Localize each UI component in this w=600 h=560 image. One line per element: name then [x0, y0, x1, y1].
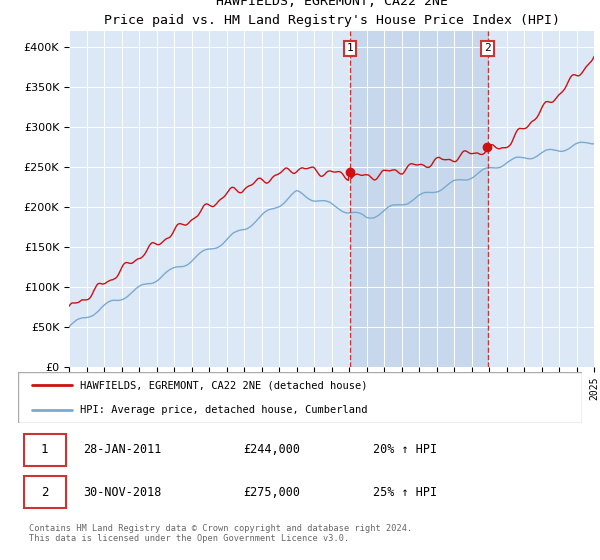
- Bar: [350, 31, 488, 367]
- FancyBboxPatch shape: [23, 433, 66, 466]
- Text: £275,000: £275,000: [244, 486, 301, 499]
- Text: HAWFIELDS, EGREMONT, CA22 2NE (detached house): HAWFIELDS, EGREMONT, CA22 2NE (detached …: [80, 380, 368, 390]
- Text: Contains HM Land Registry data © Crown copyright and database right 2024.
This d: Contains HM Land Registry data © Crown c…: [29, 524, 413, 543]
- Title: HAWFIELDS, EGREMONT, CA22 2NE
Price paid vs. HM Land Registry's House Price Inde: HAWFIELDS, EGREMONT, CA22 2NE Price paid…: [104, 0, 560, 27]
- FancyBboxPatch shape: [18, 372, 582, 423]
- Text: 20% ↑ HPI: 20% ↑ HPI: [373, 443, 437, 456]
- Text: £244,000: £244,000: [244, 443, 301, 456]
- Text: 28-JAN-2011: 28-JAN-2011: [83, 443, 161, 456]
- Text: 30-NOV-2018: 30-NOV-2018: [83, 486, 161, 499]
- Text: 1: 1: [347, 44, 353, 53]
- Text: 1: 1: [41, 443, 48, 456]
- Text: 2: 2: [484, 44, 491, 53]
- Text: 25% ↑ HPI: 25% ↑ HPI: [373, 486, 437, 499]
- FancyBboxPatch shape: [23, 476, 66, 508]
- Text: HPI: Average price, detached house, Cumberland: HPI: Average price, detached house, Cumb…: [80, 405, 368, 415]
- Text: 2: 2: [41, 486, 48, 499]
